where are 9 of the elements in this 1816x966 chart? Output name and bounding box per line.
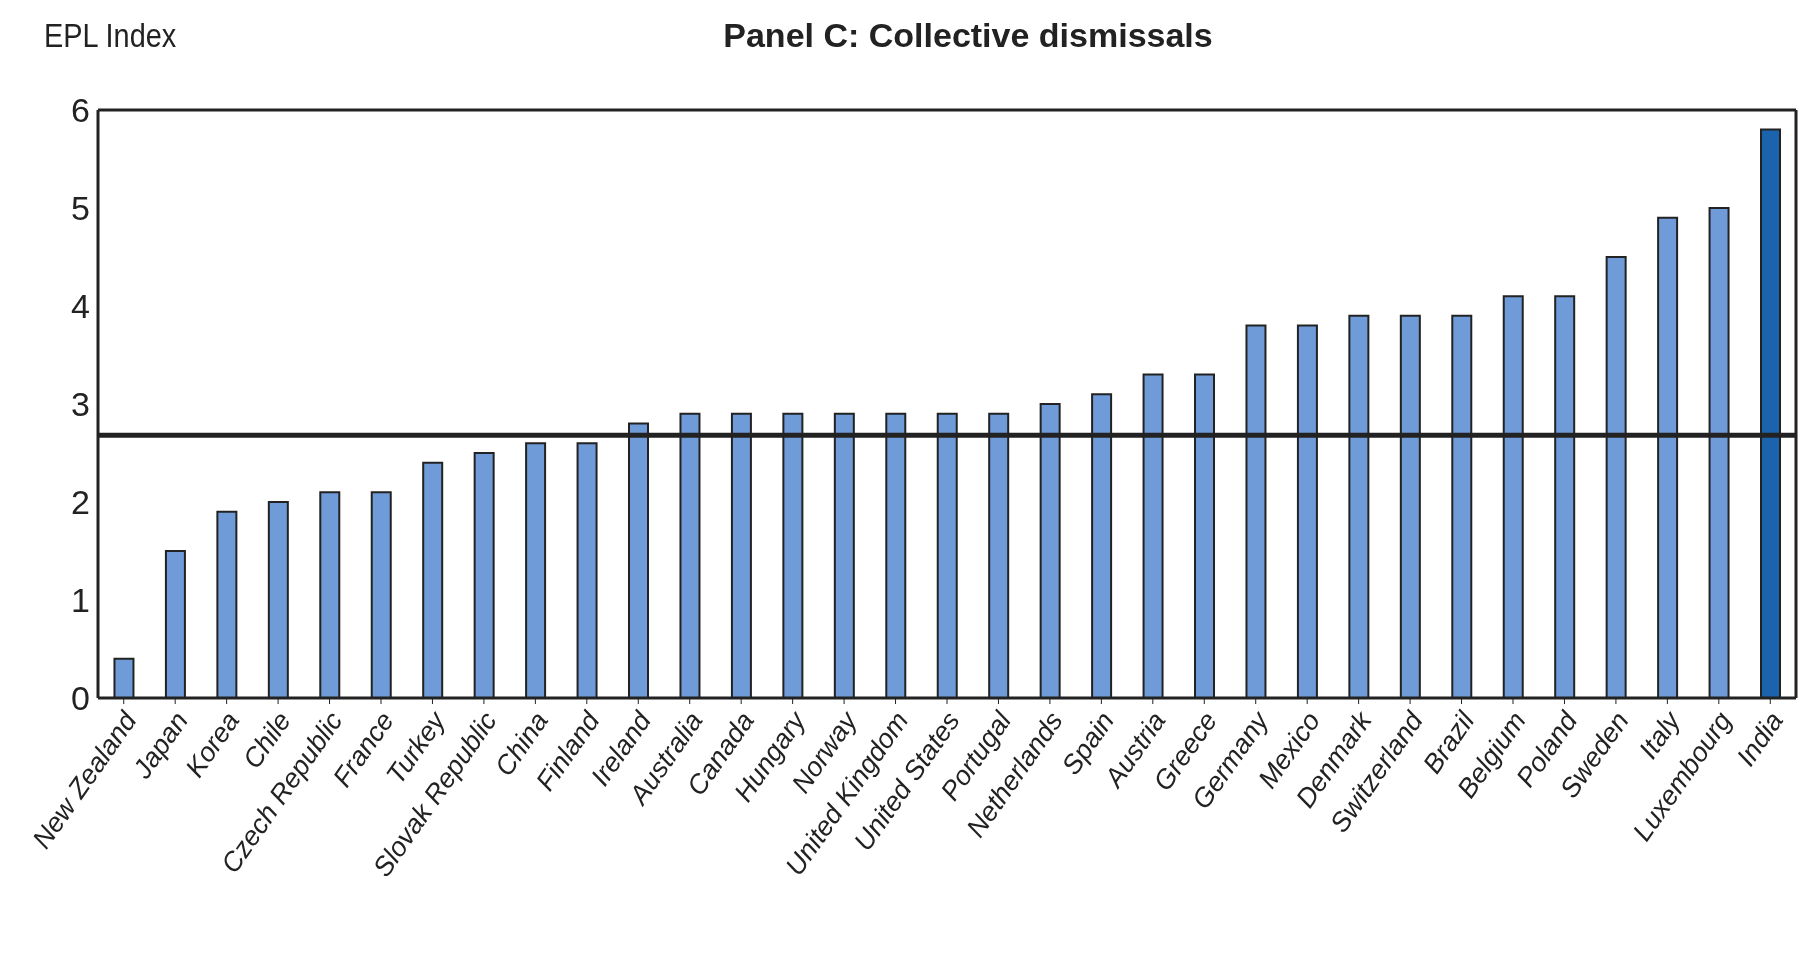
y-tick-label: 1 — [71, 581, 90, 620]
y-axis-title: EPL Index — [44, 16, 177, 55]
y-tick-label: 6 — [71, 91, 90, 130]
y-tick-label: 0 — [71, 679, 90, 718]
y-tick-label: 3 — [71, 385, 90, 424]
chart-title: Panel C: Collective dismissals — [723, 16, 1213, 54]
y-tick-label: 4 — [71, 287, 90, 326]
y-tick-label: 5 — [71, 189, 90, 228]
y-tick-label: 2 — [71, 483, 90, 522]
